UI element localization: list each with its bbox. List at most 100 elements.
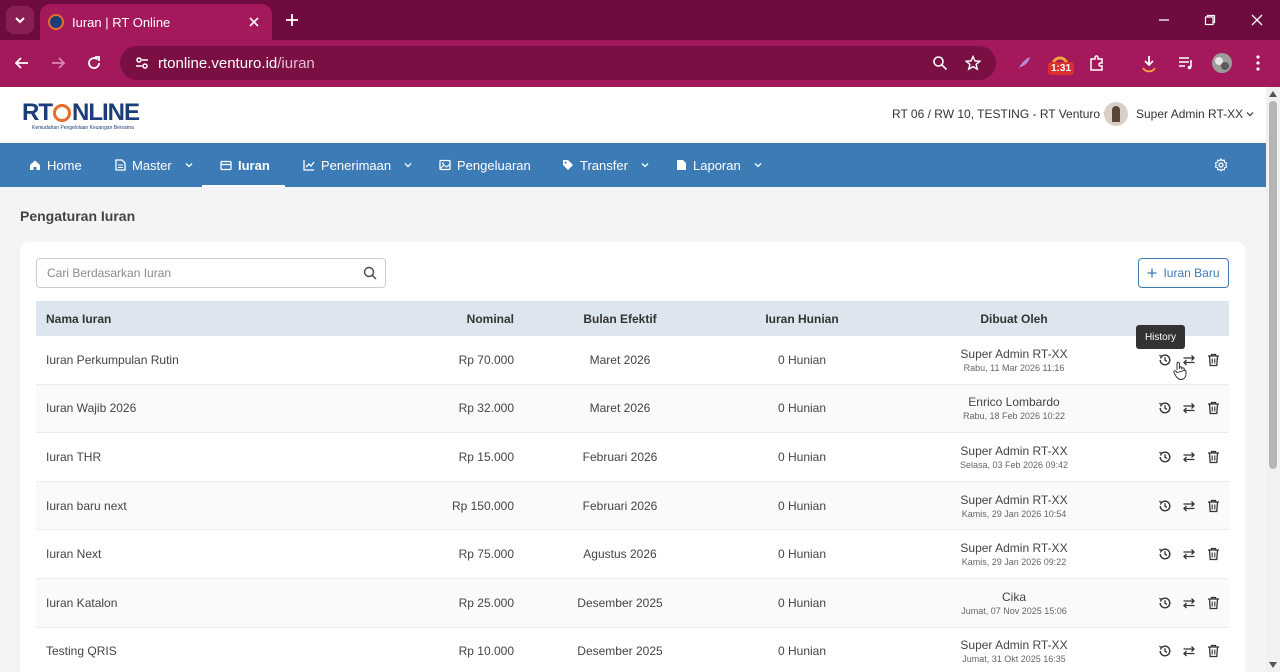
nav-label-penerimaan: Penerimaan — [321, 157, 392, 173]
close-icon — [1251, 14, 1263, 26]
transfer-button[interactable] — [1181, 643, 1197, 659]
transfer-button[interactable] — [1181, 449, 1197, 465]
cell-nama: Iuran baru next — [46, 498, 127, 513]
history-button[interactable] — [1157, 643, 1173, 659]
url-path: /iuran — [277, 54, 315, 72]
row-actions — [1150, 352, 1229, 368]
scrollbar-thumb[interactable] — [1269, 101, 1277, 469]
page-scrollbar[interactable] — [1266, 87, 1280, 672]
media-control-button[interactable] — [1174, 51, 1198, 75]
col-header-dibuat[interactable]: Dibuat Oleh — [980, 311, 1048, 326]
delete-button[interactable] — [1205, 546, 1221, 562]
nav-item-master[interactable]: Master — [115, 143, 194, 187]
delete-button[interactable] — [1205, 498, 1221, 514]
add-iuran-button[interactable]: Iuran Baru — [1138, 258, 1229, 288]
cell-dibuat: Enrico Lombardo Rabu, 18 Feb 2026 10:22 — [878, 395, 1150, 421]
rt-selector-label: RT 06 / RW 10, TESTING - RT Venturo — [892, 107, 1101, 121]
cell-nama: Iuran Katalon — [46, 595, 118, 610]
col-header-nominal[interactable]: Nominal — [466, 311, 514, 326]
rt-online-logo[interactable]: RT NLINE Kemudahan Pengelolaan Keuangan B… — [22, 101, 140, 132]
delete-button[interactable] — [1205, 449, 1221, 465]
creator-name: Super Admin RT-XX — [960, 492, 1068, 507]
transfer-button[interactable] — [1181, 352, 1197, 368]
swap-icon — [1183, 549, 1195, 560]
forward-button[interactable] — [45, 50, 71, 76]
wallet-icon — [220, 160, 232, 170]
history-button[interactable] — [1157, 595, 1173, 611]
tab-search-button[interactable] — [6, 6, 34, 34]
nav-item-penerimaan[interactable]: Penerimaan — [303, 143, 413, 187]
cell-bulan: Februari 2026 — [582, 498, 658, 513]
scroll-down-arrow[interactable] — [1269, 661, 1277, 669]
download-button[interactable] — [1137, 51, 1161, 75]
swap-icon — [1183, 597, 1195, 609]
cell-nominal: Rp 150.000 — [451, 498, 514, 513]
col-header-nama[interactable]: Nama Iuran — [46, 311, 112, 326]
col-header-bulan[interactable]: Bulan Efektif — [583, 311, 657, 326]
profile-button[interactable] — [1210, 51, 1234, 75]
row-actions — [1150, 449, 1229, 465]
history-icon — [1159, 402, 1171, 414]
settings-button[interactable] — [1213, 157, 1229, 173]
user-menu[interactable]: Super Admin RT-XX — [1104, 102, 1254, 126]
window-close-button[interactable] — [1245, 8, 1269, 32]
back-button[interactable] — [9, 50, 35, 76]
transfer-button[interactable] — [1181, 400, 1197, 416]
delete-button[interactable] — [1205, 595, 1221, 611]
cell-hunian: 0 Hunian — [777, 449, 827, 464]
window-restore-button[interactable] — [1198, 8, 1222, 32]
history-icon — [1159, 451, 1171, 463]
window-minimize-button[interactable] — [1152, 8, 1176, 32]
search-icon[interactable] — [363, 266, 377, 280]
swap-icon — [1183, 403, 1195, 414]
transfer-button[interactable] — [1181, 546, 1197, 562]
delete-button[interactable] — [1205, 352, 1221, 368]
nav-item-iuran[interactable]: Iuran — [220, 143, 270, 187]
cell-nominal: Rp 70.000 — [458, 352, 514, 367]
search-input[interactable] — [47, 266, 347, 280]
bookmark-button[interactable] — [963, 53, 983, 73]
transfer-button[interactable] — [1181, 595, 1197, 611]
chevron-down-icon — [185, 163, 193, 168]
history-button[interactable] — [1157, 352, 1173, 368]
zoom-button[interactable] — [930, 53, 950, 73]
rt-selector[interactable]: RT 06 / RW 10, TESTING - RT Venturo — [892, 107, 1111, 121]
cell-bulan: Maret 2026 — [589, 401, 651, 416]
transfer-button[interactable] — [1181, 498, 1197, 514]
extension-feather-button[interactable] — [1012, 51, 1036, 75]
nav-item-home[interactable]: Home — [29, 143, 82, 187]
history-button[interactable] — [1157, 546, 1173, 562]
reload-button[interactable] — [81, 50, 107, 76]
address-bar[interactable]: rtonline.venturo.id/iuran — [120, 46, 996, 80]
delete-button[interactable] — [1205, 643, 1221, 659]
cell-dibuat: Super Admin RT-XX Selasa, 03 Feb 2026 09:… — [878, 444, 1150, 470]
col-header-hunian[interactable]: Iuran Hunian — [765, 311, 839, 326]
browser-menu-button[interactable] — [1246, 51, 1270, 75]
extensions-button[interactable] — [1085, 51, 1109, 75]
trash-icon — [1207, 548, 1219, 561]
nav-item-laporan[interactable]: Laporan — [676, 143, 763, 187]
cell-nominal: Rp 32.000 — [458, 401, 514, 416]
history-button[interactable] — [1157, 400, 1173, 416]
tab-close-button[interactable] — [244, 12, 264, 32]
nav-item-transfer[interactable]: Transfer — [562, 143, 650, 187]
history-icon — [1159, 548, 1171, 560]
history-button[interactable] — [1157, 498, 1173, 514]
search-field[interactable] — [36, 258, 386, 288]
chevron-down-icon — [1246, 112, 1254, 117]
scroll-up-arrow[interactable] — [1269, 90, 1277, 98]
file-icon — [677, 160, 686, 170]
nav-label-laporan: Laporan — [693, 157, 741, 173]
new-tab-button[interactable] — [280, 8, 304, 32]
history-button[interactable] — [1157, 449, 1173, 465]
nav-item-pengeluaran[interactable]: Pengeluaran — [439, 143, 531, 187]
browser-tab-active[interactable]: Iuran | RT Online — [40, 4, 272, 40]
extension-badge: 1:31 — [1048, 62, 1075, 75]
cell-bulan: Desember 2025 — [577, 644, 663, 659]
cell-nama: Iuran Perkumpulan Rutin — [46, 352, 179, 367]
star-icon — [965, 55, 981, 71]
gear-icon — [1214, 158, 1228, 172]
created-date: Selasa, 03 Feb 2026 09:42 — [959, 459, 1069, 470]
cell-hunian: 0 Hunian — [777, 595, 827, 610]
delete-button[interactable] — [1205, 400, 1221, 416]
